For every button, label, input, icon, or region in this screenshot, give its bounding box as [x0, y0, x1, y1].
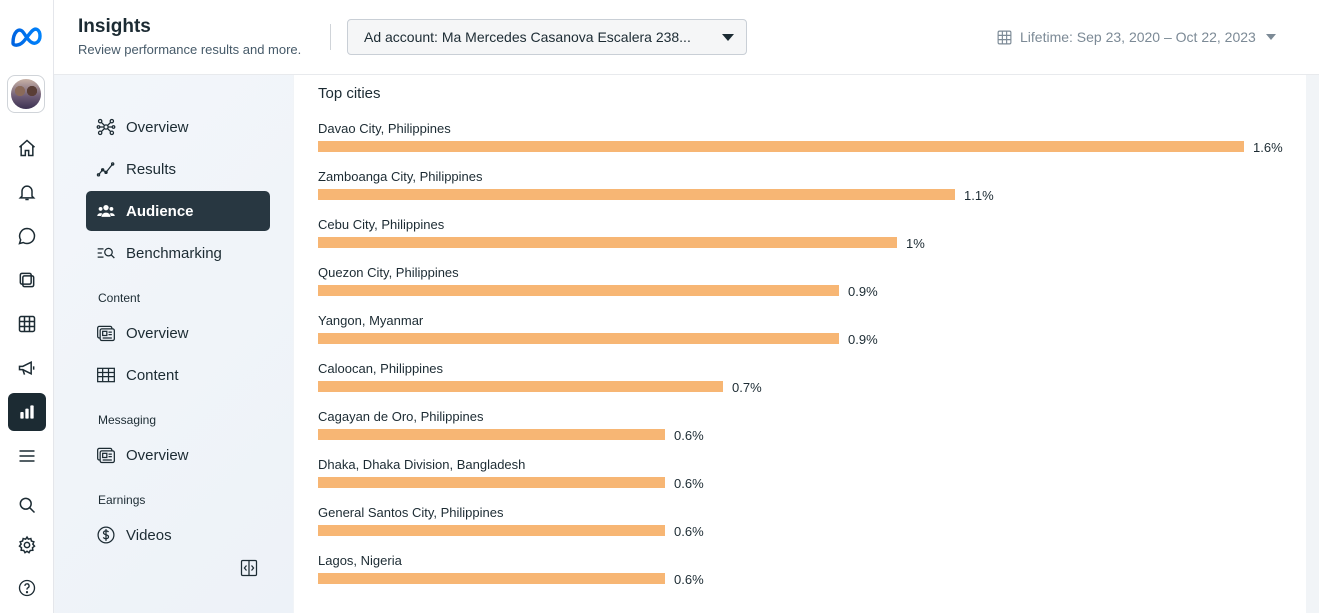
sidebar-item-label: Overview	[126, 446, 189, 464]
sidebar-item-label: Overview	[126, 324, 189, 342]
top-cities-card: Top cities Davao City, Philippines 1.6% Za…	[294, 75, 1306, 613]
city-row: Caloocan, Philippines 0.7%	[318, 361, 1298, 409]
sidebar-item-overview[interactable]: Overview	[86, 107, 270, 147]
gear-icon[interactable]	[8, 526, 46, 564]
insights-sidebar: Overview Results Audience Benchmarking C…	[55, 75, 293, 613]
city-value-label: 1%	[906, 236, 925, 251]
city-value-label: 0.6%	[674, 524, 704, 539]
city-value-label: 0.9%	[848, 284, 878, 299]
dollar-icon	[95, 524, 117, 546]
pages-icon[interactable]	[8, 261, 46, 299]
sidebar-item-content-overview[interactable]: Overview	[86, 313, 270, 353]
nodes-icon	[95, 116, 117, 138]
city-bar	[318, 189, 955, 200]
city-bar	[318, 477, 665, 488]
city-label: Yangon, Myanmar	[318, 313, 424, 328]
messaging-overview-icon	[95, 444, 117, 466]
city-value-label: 1.6%	[1253, 140, 1283, 155]
people-icon	[95, 200, 117, 222]
calendar-icon	[997, 30, 1012, 44]
city-row: Davao City, Philippines 1.6%	[318, 121, 1298, 169]
city-row: Lagos, Nigeria 0.6%	[318, 553, 1298, 601]
icon-rail	[0, 0, 54, 613]
city-label: Cebu City, Philippines	[318, 217, 445, 232]
city-row: General Santos City, Philippines 0.6%	[318, 505, 1298, 553]
city-row: Dhaka, Dhaka Division, Bangladesh 0.6%	[318, 457, 1298, 505]
sidebar-item-label: Benchmarking	[126, 244, 222, 262]
date-range-label: Lifetime: Sep 23, 2020 – Oct 22, 2023	[1020, 29, 1256, 45]
city-row: Zamboanga City, Philippines 1.1%	[318, 169, 1298, 217]
benchmark-icon	[95, 242, 117, 264]
sidebar-item-benchmarking[interactable]: Benchmarking	[86, 233, 270, 273]
sidebar-item-label: Videos	[126, 526, 172, 544]
table-icon[interactable]	[8, 305, 46, 343]
city-value-label: 0.9%	[848, 332, 878, 347]
city-row: Cagayan de Oro, Philippines 0.6%	[318, 409, 1298, 457]
date-range-picker[interactable]: Lifetime: Sep 23, 2020 – Oct 22, 2023	[996, 27, 1276, 47]
content-overview-icon	[95, 322, 117, 344]
city-bar	[318, 285, 839, 296]
sidebar-item-label: Results	[126, 160, 177, 178]
city-value-label: 0.6%	[674, 476, 704, 491]
page-header: Insights Review performance results and …	[54, 0, 1319, 75]
city-row: Quezon City, Philippines 0.9%	[318, 265, 1298, 313]
search-icon[interactable]	[8, 486, 46, 524]
trend-icon	[95, 158, 117, 180]
bell-icon[interactable]	[8, 173, 46, 211]
city-label: General Santos City, Philippines	[318, 505, 504, 520]
city-value-label: 0.7%	[732, 380, 762, 395]
megaphone-icon[interactable]	[8, 349, 46, 387]
city-label: Caloocan, Philippines	[318, 361, 444, 376]
sidebar-item-label: Content	[126, 366, 179, 384]
ad-account-label: Ad account: Ma Mercedes Casanova Escaler…	[364, 29, 691, 45]
city-label: Dhaka, Dhaka Division, Bangladesh	[318, 457, 526, 472]
sidebar-item-label: Overview	[126, 118, 189, 136]
city-row: Cebu City, Philippines 1%	[318, 217, 1298, 265]
content-table-icon	[95, 364, 117, 386]
page-subtitle: Review performance results and more.	[78, 42, 302, 57]
city-label: Lagos, Nigeria	[318, 553, 402, 568]
page-title: Insights	[78, 16, 151, 37]
city-value-label: 0.6%	[674, 572, 704, 587]
home-icon[interactable]	[8, 129, 46, 167]
header-divider	[330, 24, 331, 50]
city-bar	[318, 237, 897, 248]
section-heading-content: Content	[98, 291, 141, 305]
menu-icon[interactable]	[8, 437, 46, 475]
sidebar-item-videos[interactable]: Videos	[86, 515, 270, 555]
meta-logo[interactable]	[9, 24, 45, 48]
city-bar	[318, 381, 723, 392]
city-bar	[318, 573, 665, 584]
collapse-sidebar-icon[interactable]	[239, 558, 259, 578]
ad-account-dropdown[interactable]: Ad account: Ma Mercedes Casanova Escaler…	[347, 19, 747, 55]
right-gutter	[1306, 75, 1319, 613]
chevron-down-icon	[1265, 34, 1276, 40]
avatar[interactable]	[7, 75, 45, 113]
section-heading-earnings: Earnings	[98, 493, 146, 507]
city-bar	[318, 525, 665, 536]
city-label: Quezon City, Philippines	[318, 265, 459, 280]
help-icon[interactable]	[8, 569, 46, 607]
card-title: Top cities	[318, 85, 381, 102]
city-bar	[318, 429, 665, 440]
city-label: Davao City, Philippines	[318, 121, 451, 136]
city-row: Yangon, Myanmar 0.9%	[318, 313, 1298, 361]
city-bar	[318, 333, 839, 344]
city-value-label: 0.6%	[674, 428, 704, 443]
sidebar-item-audience[interactable]: Audience	[86, 191, 270, 231]
city-label: Zamboanga City, Philippines	[318, 169, 483, 184]
city-value-label: 1.1%	[964, 188, 994, 203]
chevron-down-icon	[722, 34, 734, 41]
chat-icon[interactable]	[8, 217, 46, 255]
sidebar-item-label: Audience	[126, 202, 194, 220]
city-label: Cagayan de Oro, Philippines	[318, 409, 484, 424]
city-bar	[318, 141, 1244, 152]
sidebar-item-messaging-overview[interactable]: Overview	[86, 435, 270, 475]
sidebar-item-results[interactable]: Results	[86, 149, 270, 189]
section-heading-messaging: Messaging	[98, 413, 157, 427]
insights-icon[interactable]	[8, 393, 46, 431]
sidebar-item-content[interactable]: Content	[86, 355, 270, 395]
